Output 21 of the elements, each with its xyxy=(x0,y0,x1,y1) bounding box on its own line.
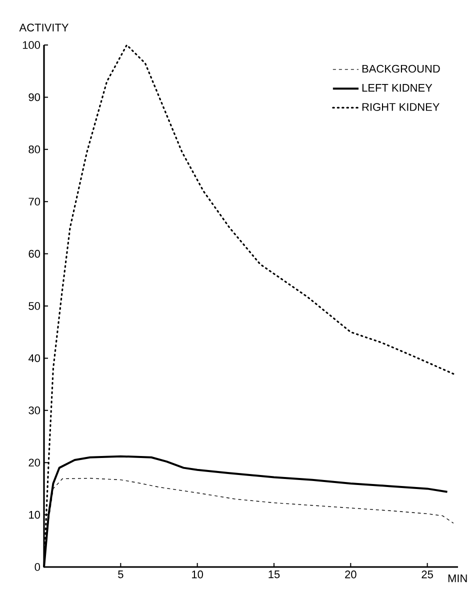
legend-label: LEFT KIDNEY xyxy=(362,84,432,92)
x-tick-label: 15 xyxy=(268,570,280,578)
legend-label: BACKGROUND xyxy=(362,64,440,73)
x-tick-label: 25 xyxy=(422,570,433,578)
y-tick-label: 90 xyxy=(28,93,40,102)
x-axis-title: MIN xyxy=(448,574,467,582)
y-tick-label: 50 xyxy=(28,302,40,310)
y-tick-label: 20 xyxy=(28,458,40,466)
y-tick-label: 100 xyxy=(22,41,40,49)
y-tick-label: 0 xyxy=(34,563,40,571)
x-tick-label: 20 xyxy=(345,570,356,578)
x-tick-label: 10 xyxy=(192,570,204,578)
x-tick-label: 5 xyxy=(118,570,124,578)
y-tick-label: 40 xyxy=(28,354,40,362)
y-tick-label: 70 xyxy=(28,198,40,206)
y-tick-label: 80 xyxy=(28,146,40,154)
y-axis-title: ACTIVITY xyxy=(19,24,69,32)
y-tick-label: 30 xyxy=(28,406,40,414)
y-tick-label: 10 xyxy=(29,510,40,519)
legend-label: RIGHT KIDNEY xyxy=(362,103,440,111)
y-tick-label: 60 xyxy=(28,250,40,258)
